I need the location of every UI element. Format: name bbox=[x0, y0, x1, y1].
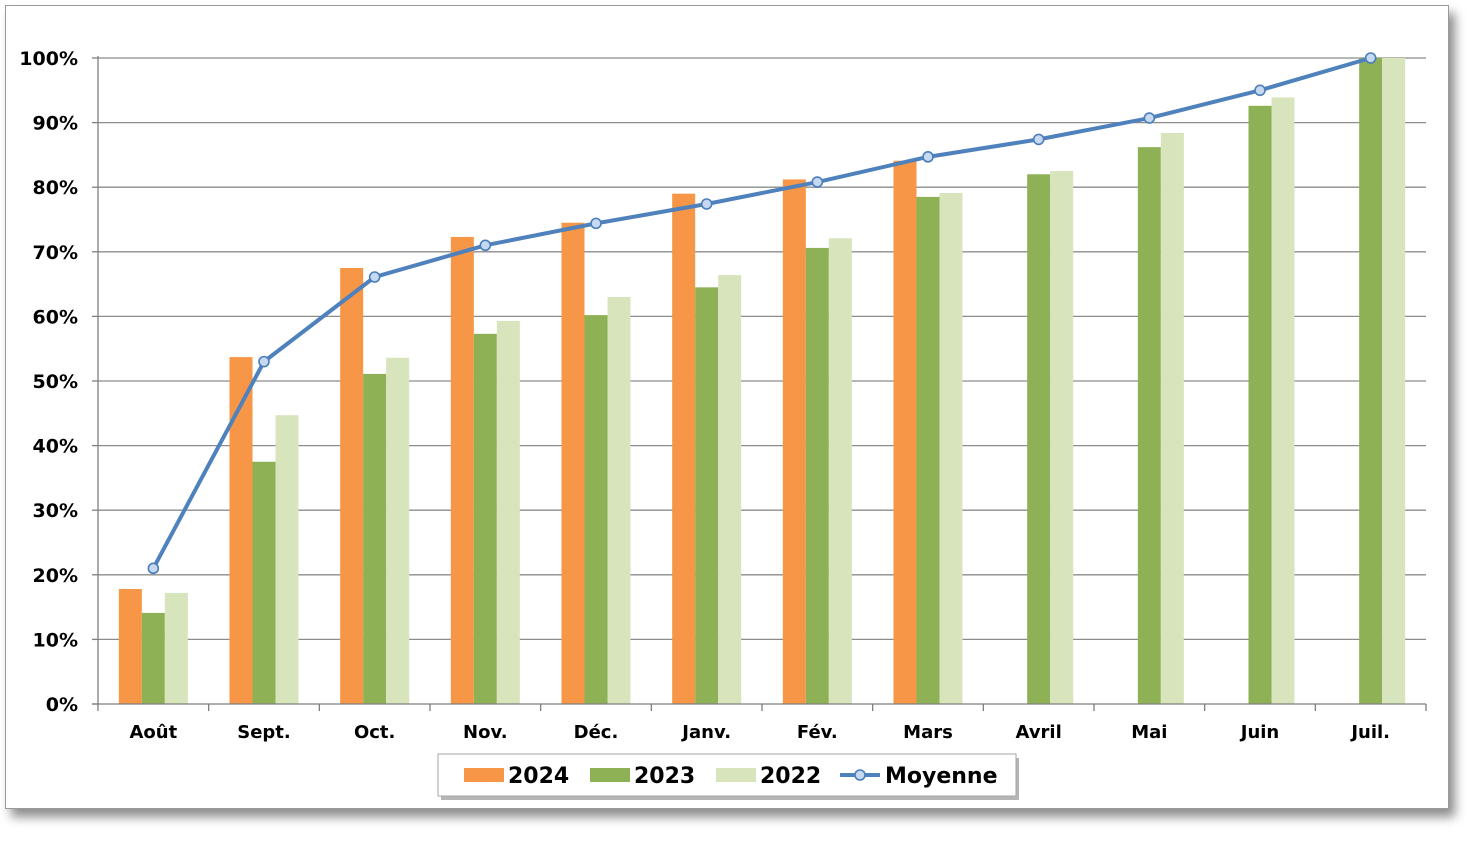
bar-2023-Juil. bbox=[1359, 58, 1383, 704]
point-Moyenne-Juil. bbox=[1364, 52, 1377, 64]
y-tick-label: 60% bbox=[33, 306, 78, 328]
bar-2022-Mai bbox=[1160, 132, 1184, 704]
gridlines bbox=[98, 57, 1426, 641]
average-line bbox=[151, 56, 1372, 570]
bar-2024-Oct. bbox=[340, 267, 364, 704]
axes: 0% 10% 20% 30% 40% 50% 60% 70% 80% 90% 100% Août Sep… bbox=[19, 48, 1427, 743]
bar-2023-Oct. bbox=[363, 373, 387, 704]
bar-2022-Mars bbox=[939, 193, 963, 704]
legend-label-2024: 2024 bbox=[508, 764, 569, 789]
point-Moyenne-Janv. bbox=[700, 198, 713, 210]
x-tick-label: Déc. bbox=[574, 722, 619, 743]
bar-2024-Sept. bbox=[229, 357, 253, 704]
legend-label-Moyenne: Moyenne bbox=[885, 764, 998, 789]
bar-2023-Août bbox=[141, 612, 165, 704]
bar-2022-Nov. bbox=[496, 320, 520, 704]
point-Moyenne-Fév. bbox=[811, 176, 824, 188]
point-Moyenne-Août bbox=[147, 562, 160, 575]
y-tick-label: 50% bbox=[33, 371, 78, 393]
point-Moyenne-Oct. bbox=[368, 271, 381, 283]
x-tick-label: Avril bbox=[1016, 722, 1062, 743]
y-tick-label: 80% bbox=[33, 177, 78, 199]
bar-2023-Nov. bbox=[473, 333, 497, 704]
y-tick-label: 40% bbox=[33, 436, 78, 458]
bar-2024-Août bbox=[118, 589, 142, 704]
average-line-group bbox=[147, 52, 1377, 575]
x-tick-label: Nov. bbox=[463, 722, 508, 743]
bar-2024-Nov. bbox=[450, 236, 474, 704]
point-Moyenne-Sept. bbox=[258, 355, 270, 368]
bar-2022-Oct. bbox=[386, 357, 410, 704]
legend-marker-Moyenne bbox=[854, 769, 866, 781]
bar-2022-Déc. bbox=[607, 297, 631, 704]
bars bbox=[118, 58, 1406, 705]
x-tick-label: Juin bbox=[1239, 722, 1280, 743]
y-tick-label: 20% bbox=[33, 565, 78, 587]
bar-2023-Janv. bbox=[695, 287, 719, 704]
point-Moyenne-Juin bbox=[1254, 84, 1266, 97]
x-tick-label: Juil. bbox=[1349, 722, 1390, 743]
bar-2022-Fév. bbox=[828, 238, 852, 704]
x-tick-label: Août bbox=[129, 722, 177, 743]
y-tick-label: 90% bbox=[33, 113, 78, 135]
x-tick-label: Fév. bbox=[797, 722, 838, 743]
point-Moyenne-Mars bbox=[922, 151, 934, 163]
y-tick-label: 10% bbox=[33, 629, 78, 651]
y-tick-label: 70% bbox=[33, 242, 78, 264]
bar-2022-Avril bbox=[1050, 171, 1074, 705]
bar-2022-Sept. bbox=[275, 415, 299, 704]
legend-swatch-2022 bbox=[716, 768, 756, 782]
x-tick-label: Oct. bbox=[354, 722, 395, 743]
legend-label-2022: 2022 bbox=[760, 764, 821, 789]
point-Moyenne-Déc. bbox=[590, 217, 602, 230]
y-tick-label: 30% bbox=[33, 500, 78, 522]
bar-2023-Mai bbox=[1137, 147, 1161, 704]
x-tick-label: Janv. bbox=[680, 722, 731, 743]
bar-2022-Juin bbox=[1271, 97, 1295, 704]
bar-2023-Déc. bbox=[584, 315, 608, 704]
bar-2022-Juil. bbox=[1382, 58, 1406, 704]
bar-2022-Août bbox=[164, 592, 188, 704]
y-tick-label: 100% bbox=[19, 48, 78, 70]
bar-2024-Mars bbox=[893, 160, 917, 705]
legend-label-2023: 2023 bbox=[634, 764, 695, 789]
y-tick-label: 0% bbox=[46, 694, 78, 716]
legend-swatch-2024 bbox=[464, 768, 504, 782]
bar-2024-Janv. bbox=[672, 193, 696, 704]
point-Moyenne-Mai bbox=[1143, 112, 1156, 124]
point-Moyenne-Avril bbox=[1032, 133, 1045, 146]
legend-swatch-2023 bbox=[590, 768, 630, 782]
legend: 2024 2023 2022 Moyenne bbox=[437, 753, 1019, 800]
bar-2023-Avril bbox=[1027, 174, 1051, 704]
point-Moyenne-Nov. bbox=[479, 239, 492, 252]
x-tick-label: Sept. bbox=[237, 722, 291, 743]
bar-2023-Sept. bbox=[252, 461, 276, 704]
x-tick-label: Mars bbox=[903, 722, 953, 743]
bar-2023-Mars bbox=[916, 196, 940, 704]
bar-2023-Fév. bbox=[805, 247, 829, 704]
x-tick-label: Mai bbox=[1131, 722, 1167, 743]
bar-2022-Janv. bbox=[718, 275, 742, 704]
bar-2024-Déc. bbox=[561, 222, 585, 705]
bar-2023-Juin bbox=[1248, 105, 1272, 704]
bar-2024-Fév. bbox=[782, 179, 806, 704]
